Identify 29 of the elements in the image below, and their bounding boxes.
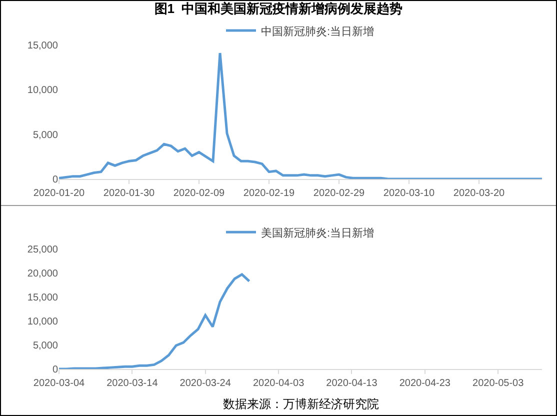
x-tick-label: 2020-02-29 <box>313 188 366 199</box>
x-tick-label: 2020-02-09 <box>173 188 226 199</box>
legend-label: 美国新冠肺炎:当日新增 <box>261 226 374 240</box>
x-tick-label: 2020-01-30 <box>103 188 156 199</box>
source-note: 数据来源：万博新经济研究院 <box>223 397 379 411</box>
x-tick-label: 2020-03-04 <box>33 378 86 389</box>
x-tick-label: 2020-01-20 <box>33 188 86 199</box>
y-tick-label: 10,000 <box>27 316 58 328</box>
x-tick-label: 2020-02-19 <box>243 188 296 199</box>
x-tick-label: 2020-04-03 <box>252 378 305 389</box>
x-tick-label: 2020-04-23 <box>399 378 451 389</box>
y-tick-label: 25,000 <box>27 244 58 256</box>
y-tick-label: 15,000 <box>27 292 58 304</box>
chart-title: 图1 中国和美国新冠疫情新增病例发展趋势 <box>154 1 403 16</box>
x-tick-label: 2020-03-20 <box>453 188 506 199</box>
y-tick-label: 15,000 <box>27 40 58 52</box>
y-tick-label: 20,000 <box>27 268 58 280</box>
y-tick-label: 5,000 <box>32 340 58 352</box>
legend-label: 中国新冠肺炎:当日新增 <box>261 24 374 38</box>
y-tick-label: 0 <box>52 174 58 186</box>
x-tick-label: 2020-03-14 <box>106 378 158 389</box>
y-tick-label: 0 <box>52 364 58 376</box>
x-tick-label: 2020-05-03 <box>472 378 524 389</box>
y-tick-label: 5,000 <box>32 130 58 141</box>
line-series <box>59 273 251 369</box>
x-tick-label: 2020-04-13 <box>326 378 378 389</box>
y-tick-label: 10,000 <box>27 85 58 96</box>
x-tick-label: 2020-03-10 <box>383 188 436 199</box>
x-tick-label: 2020-03-24 <box>180 378 232 389</box>
